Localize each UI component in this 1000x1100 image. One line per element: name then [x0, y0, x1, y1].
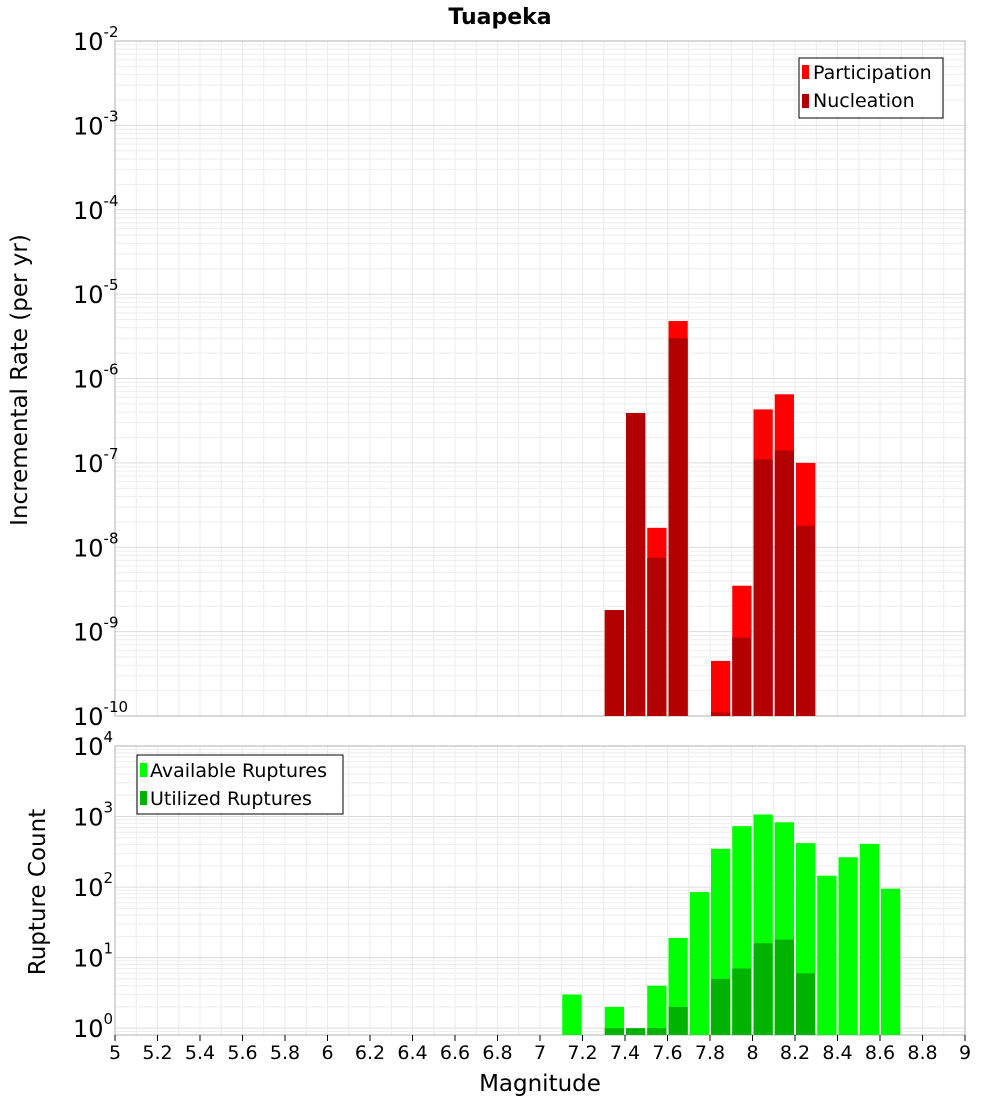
count-bar-a: [604, 1006, 624, 1035]
x-tick-label: 8.6: [865, 1042, 895, 1064]
rate-bar-b: [732, 637, 752, 716]
x-tick-label: 7: [534, 1042, 546, 1064]
y-tick-label: 10-8: [73, 529, 119, 562]
count-bar-a: [689, 892, 709, 1035]
x-tick-label: 5: [109, 1042, 121, 1064]
x-axis-label: Magnitude: [479, 1071, 601, 1097]
count-bar-b: [753, 943, 773, 1035]
rate-bar-b: [604, 610, 624, 716]
y-tick-label: 101: [73, 940, 113, 973]
y-tick-label: 104: [73, 728, 113, 761]
rate-bar-b: [796, 525, 816, 716]
count-bar-b: [796, 973, 816, 1035]
count-bar-a: [859, 843, 879, 1035]
bottom-legend-box: [136, 754, 344, 815]
top-grid: [114, 41, 966, 717]
count-bar-b: [732, 968, 752, 1035]
x-tick-label: 5.6: [227, 1042, 257, 1064]
y-tick-label: 100: [73, 1010, 113, 1043]
count-bar-b: [668, 1006, 688, 1035]
top-plot-frame: [114, 40, 966, 717]
y-tick-label: 10-9: [73, 614, 119, 647]
available-ruptures-legend-swatch: [140, 763, 147, 777]
x-tick-label: 7.8: [695, 1042, 725, 1064]
top-bars: [604, 321, 816, 716]
x-tick-label: 6: [321, 1042, 333, 1064]
utilized-ruptures-legend-label: Utilized Ruptures: [150, 788, 312, 810]
utilized-ruptures-legend-swatch: [140, 791, 147, 805]
count-bar-b: [774, 939, 794, 1035]
rate-bar-b: [753, 459, 773, 716]
count-bar-a: [647, 985, 667, 1035]
x-tick-label: 6.8: [482, 1042, 512, 1064]
x-tick-label: 7.4: [610, 1042, 640, 1064]
top-legend: Participation Nucleation: [798, 57, 944, 119]
count-bar-a: [817, 875, 837, 1035]
rate-bar-a: [711, 660, 731, 716]
rate-bar-b: [626, 413, 646, 716]
nucleation-legend-label: Nucleation: [813, 90, 915, 112]
count-bar-a: [838, 857, 858, 1035]
y-tick-label: 10-10: [73, 698, 128, 731]
count-bar-b: [604, 1028, 624, 1035]
participation-legend-swatch: [802, 65, 809, 79]
y-tick-label: 10-5: [73, 276, 119, 309]
count-bar-a: [881, 888, 901, 1035]
x-tick-label: 8.2: [780, 1042, 810, 1064]
nucleation-legend-swatch: [802, 94, 809, 108]
y-tick-label: 10-7: [73, 445, 119, 478]
x-tick-label: 7.6: [652, 1042, 682, 1064]
x-tick-label: 8.8: [907, 1042, 937, 1064]
top-y-ticks: 10-10 10-9 10-8 10-7 10-6 10-5 10-4 10-3 10-2: [73, 23, 128, 731]
participation-legend-label: Participation: [813, 62, 932, 84]
y-tick-label: 102: [73, 869, 113, 902]
x-tick-label: 6.4: [397, 1042, 427, 1064]
count-bar-a: [562, 994, 582, 1035]
x-tick-label: 8.4: [822, 1042, 852, 1064]
x-tick-label: 5.4: [185, 1042, 215, 1064]
rate-bar-b: [668, 338, 688, 716]
top-legend-box: [798, 57, 944, 119]
y-tick-label: 10-4: [73, 192, 119, 225]
bottom-y-axis-label: Rupture Count: [25, 809, 51, 975]
x-tick-label: 9: [959, 1042, 971, 1064]
rate-bar-b: [647, 557, 667, 716]
bottom-bars: [562, 814, 901, 1035]
y-tick-label: 10-6: [73, 361, 119, 394]
y-tick-label: 103: [73, 799, 113, 832]
x-tick-label: 5.8: [270, 1042, 300, 1064]
bottom-legend: Available Ruptures Utilized Ruptures: [136, 754, 344, 815]
x-ticks: 5 5.2 5.4 5.6 5.8 6 6.2 6.4 6.6 6.8 7 7.2 7.4 7.6 7.8 8…: [109, 1035, 971, 1064]
x-tick-label: 6.6: [440, 1042, 470, 1064]
x-tick-label: 7.2: [567, 1042, 597, 1064]
top-y-axis-label: Incremental Rate (per yr): [7, 234, 33, 526]
rate-bar-b: [711, 712, 731, 716]
available-ruptures-legend-label: Available Ruptures: [150, 760, 327, 782]
count-bar-b: [626, 1028, 646, 1035]
rate-bar-b: [774, 450, 794, 716]
x-tick-label: 5.2: [142, 1042, 172, 1064]
x-tick-label: 6.2: [355, 1042, 385, 1064]
chart-title: Tuapeka: [448, 5, 551, 30]
y-tick-label: 10-2: [73, 23, 119, 56]
bottom-y-ticks: 100 101 102 103 104: [73, 728, 113, 1043]
x-tick-label: 8: [746, 1042, 758, 1064]
count-bar-b: [647, 1028, 667, 1035]
y-tick-label: 10-3: [73, 107, 119, 140]
count-bar-b: [711, 978, 731, 1035]
